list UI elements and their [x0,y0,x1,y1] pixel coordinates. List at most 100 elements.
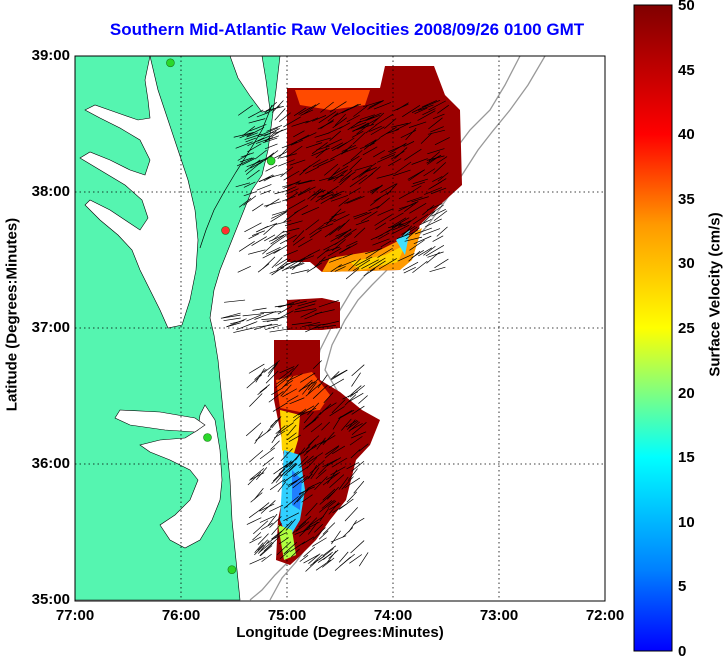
velocity-arrow [365,167,377,173]
velocity-arrow [246,314,262,322]
velocity-arrow [268,233,287,242]
velocity-arrow [351,364,365,377]
velocity-arrow [272,468,286,482]
velocity-arrow [342,391,358,400]
velocity-arrow [330,371,340,380]
velocity-arrow [293,408,307,419]
velocity-arrow [430,126,444,133]
velocity-arrow [353,480,365,494]
velocity-arrow [310,467,320,480]
velocity-arrow [344,196,362,204]
velocity-arrow [317,191,334,198]
velocity-patch [295,90,370,110]
velocity-arrow [243,191,257,197]
velocity-arrow [259,384,270,393]
velocity-arrow [270,440,280,450]
velocity-arrow [259,541,273,553]
colorbar-tick: 40 [678,126,695,143]
velocity-arrow [309,224,325,236]
velocity-arrow [251,236,267,246]
velocity-arrow [434,137,450,146]
velocity-arrow [263,201,282,207]
velocity-arrow [323,218,336,225]
velocity-arrow [256,467,268,481]
velocity-arrow [295,521,310,532]
velocity-arrow [353,105,368,117]
velocity-arrow [414,227,432,235]
velocity-arrow [260,522,273,531]
velocity-arrow [352,132,366,145]
velocity-arrow [279,550,291,560]
delaware-bay [229,56,271,113]
velocity-arrow [393,169,411,177]
velocity-arrow [339,553,355,567]
velocity-arrow [351,422,367,435]
velocity-arrow [348,421,360,432]
velocity-arrow [429,181,442,189]
velocity-arrow [255,428,272,441]
velocity-arrow [303,411,314,424]
velocity-arrow [361,259,379,269]
velocity-arrow [301,473,313,484]
velocity-arrow [275,258,288,267]
velocity-arrow [322,431,335,445]
velocity-arrow [294,528,311,535]
velocity-arrow [344,477,361,489]
velocity-arrow [279,112,291,122]
velocity-arrow [282,227,300,233]
velocity-arrow [422,108,436,116]
colorbar-tick: 5 [678,578,687,595]
station-markers [166,58,276,574]
velocity-arrow [265,370,279,384]
velocity-arrow [391,224,405,231]
velocity-arrow [378,232,390,240]
colorbar-label: Surface Velocity (cm/s) [706,212,724,377]
velocity-arrow [327,112,339,122]
albemarle-sound [114,409,206,433]
velocity-arrow [345,268,360,280]
velocity-arrow [348,187,362,195]
velocity-arrow [305,117,319,124]
velocity-arrow [297,238,313,248]
velocity-arrow [418,247,433,257]
velocity-arrow [303,546,315,558]
velocity-arrow [422,100,437,108]
velocity-arrow [422,210,436,224]
colorbar [633,4,673,652]
velocity-arrow [305,502,318,517]
velocity-arrow [341,418,352,431]
velocity-arrow [334,266,346,272]
velocity-arrow [320,435,336,445]
velocity-arrow [300,407,317,416]
velocity-arrow [318,464,329,475]
velocity-arrow [347,468,358,481]
velocity-arrow [367,100,384,110]
colorbar-tick: 50 [678,0,695,14]
velocity-arrow [273,245,288,254]
station-marker [166,58,175,68]
velocity-arrow [302,159,321,172]
velocity-arrow [314,325,336,329]
velocity-arrow [273,430,286,439]
velocity-arrow [321,193,335,201]
velocity-arrow [298,516,312,528]
velocity-arrow [316,437,326,450]
velocity-arrow [267,533,280,544]
velocity-arrow [283,541,298,555]
velocity-arrow [401,105,421,118]
velocity-arrow [283,249,298,257]
velocity-arrow [263,128,280,137]
velocity-arrow [411,104,429,113]
velocity-arrow [274,304,291,308]
velocity-arrow [352,517,365,526]
velocity-arrow [319,491,335,505]
velocity-arrow [290,300,307,306]
velocity-arrow [250,468,265,480]
velocity-arrow [373,149,385,158]
velocity-arrow [398,220,412,227]
velocity-arrow [287,424,297,436]
velocity-arrow [271,209,289,216]
velocity-arrow [298,379,313,392]
velocity-arrow [342,155,360,167]
velocity-arrow [409,239,425,251]
